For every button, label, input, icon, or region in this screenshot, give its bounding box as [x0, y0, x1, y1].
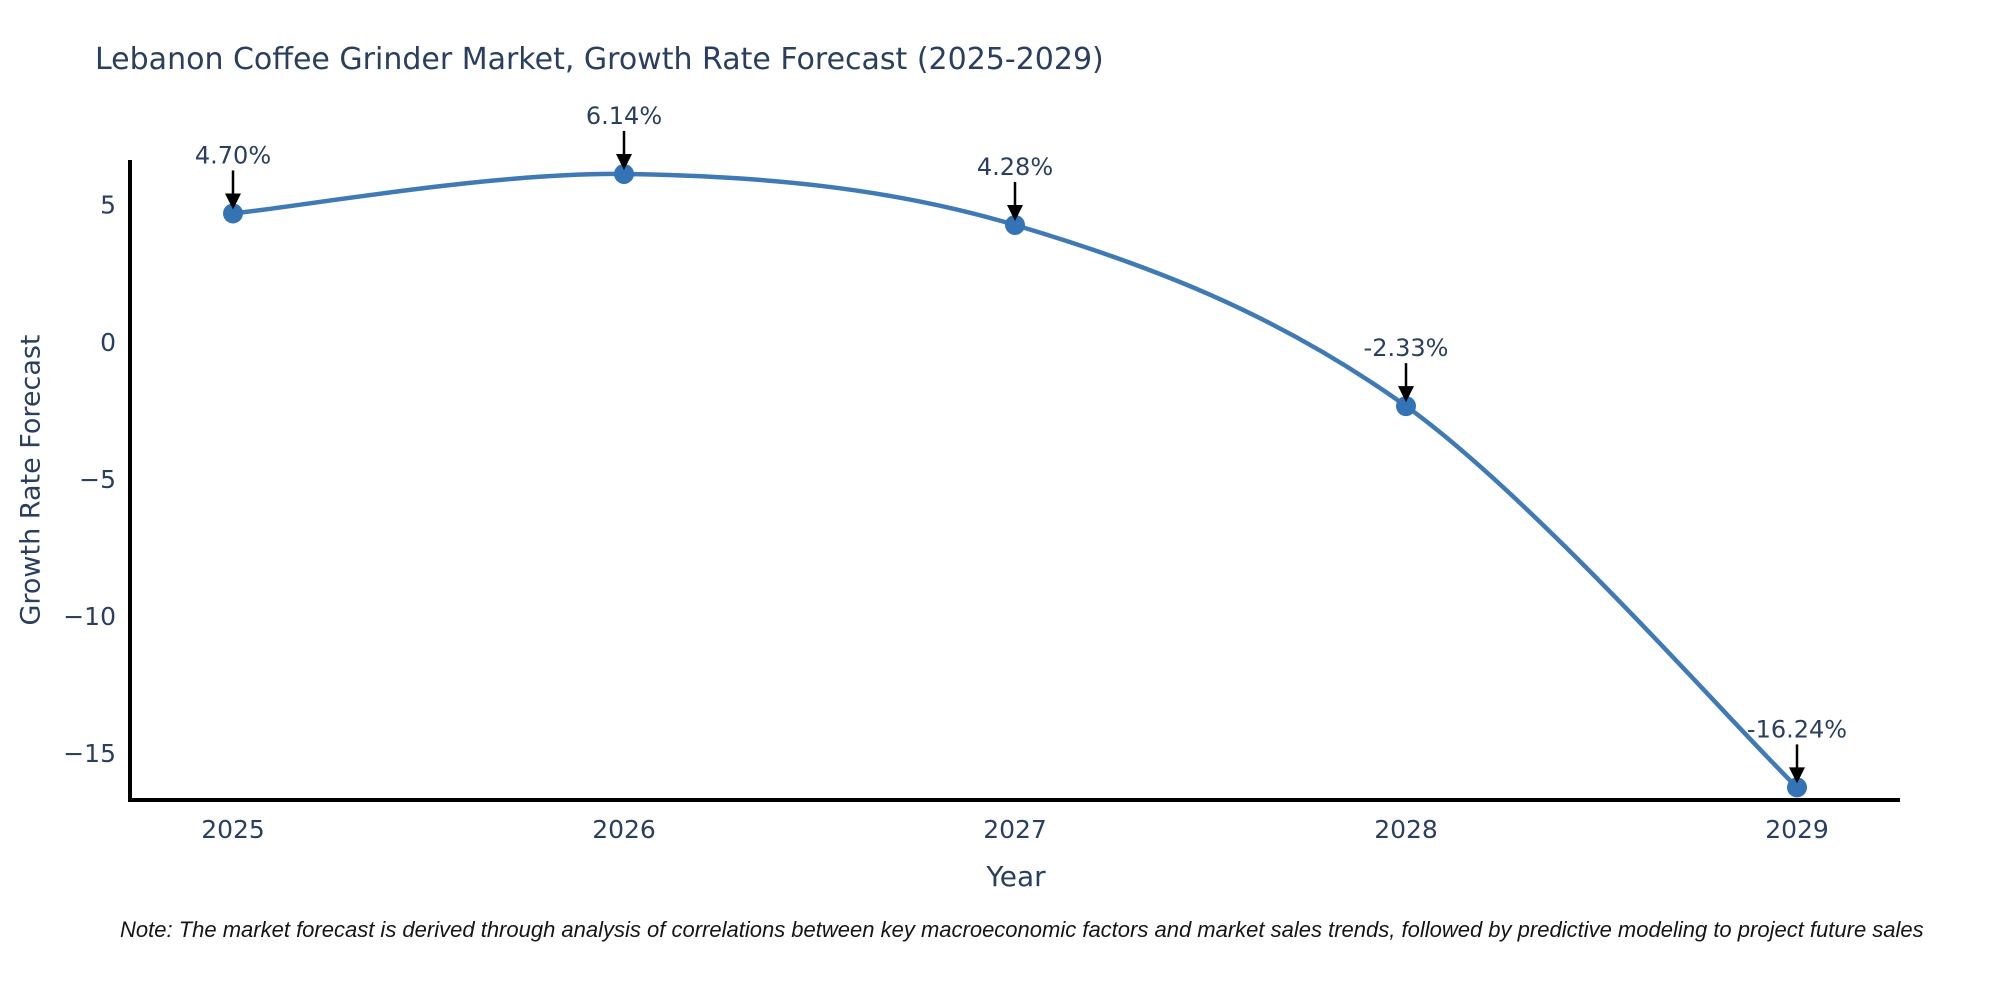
y-tick-label: −15: [63, 739, 116, 768]
annotation-arrowhead: [1007, 204, 1023, 221]
data-point-marker-2028: [1396, 396, 1416, 417]
footnote: Note: The market forecast is derived thr…: [120, 917, 1924, 942]
annotation-label: -2.33%: [1364, 334, 1449, 362]
data-point-marker-2025: [223, 203, 243, 224]
data-point-marker-2029: [1787, 777, 1807, 798]
annotation-arrowhead: [1398, 386, 1414, 403]
annotation-label: 6.14%: [586, 102, 662, 130]
data-point-marker-2027: [1005, 214, 1025, 235]
x-axis-title: Year: [986, 860, 1046, 893]
data-point-marker-2026: [614, 163, 634, 184]
y-axis-title: Growth Rate Forecast: [15, 334, 47, 626]
x-tick-label: 2029: [1765, 815, 1829, 844]
annotation-label: 4.28%: [977, 153, 1053, 181]
chart-title: Lebanon Coffee Grinder Market, Growth Ra…: [95, 42, 1104, 77]
y-tick-label: −5: [79, 465, 116, 494]
y-tick-label: −10: [63, 602, 116, 631]
y-tick-label: 0: [100, 328, 116, 357]
forecast-line: [230, 171, 1800, 790]
annotation-label: 4.70%: [195, 141, 271, 169]
x-tick-label: 2028: [1374, 815, 1438, 844]
annotation-arrowhead: [616, 153, 632, 170]
x-tick-label: 2027: [983, 815, 1047, 844]
annotation-arrowhead: [225, 193, 241, 210]
annotation-label: -16.24%: [1747, 715, 1847, 743]
x-tick-label: 2026: [592, 815, 656, 844]
x-tick-label: 2025: [201, 815, 265, 844]
y-tick-label: 5: [100, 191, 116, 220]
annotation-arrowhead: [1789, 767, 1805, 784]
